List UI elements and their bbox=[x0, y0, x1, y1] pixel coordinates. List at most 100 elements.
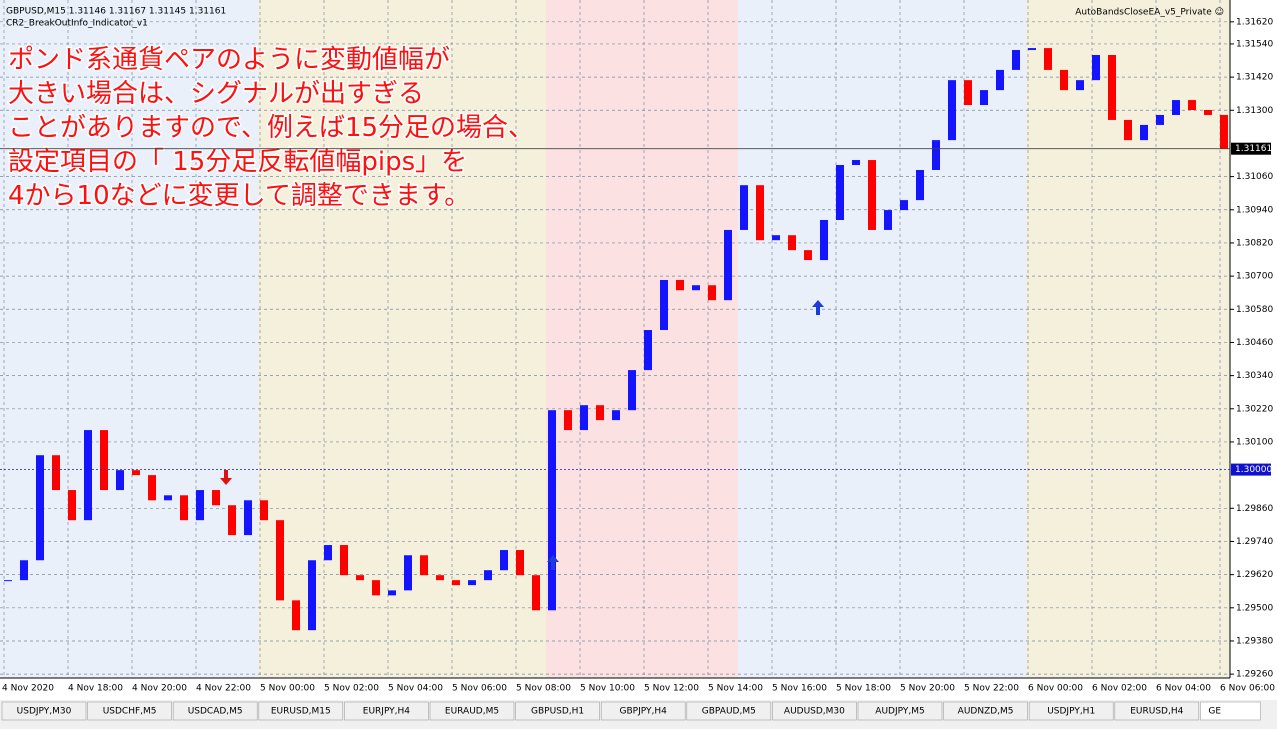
tab-label[interactable]: EURJPY,H4 bbox=[363, 707, 411, 717]
candle bbox=[884, 210, 892, 230]
candle bbox=[916, 169, 924, 201]
candle bbox=[724, 229, 732, 301]
candle bbox=[1124, 119, 1132, 141]
x-tick-label: 4 Nov 2020 bbox=[2, 684, 54, 694]
candle bbox=[324, 545, 332, 561]
tab-label[interactable]: AUDNZD,M5 bbox=[958, 707, 1014, 717]
x-tick-label: 5 Nov 08:00 bbox=[516, 684, 571, 694]
candle bbox=[468, 580, 476, 586]
x-tick-label: 4 Nov 22:00 bbox=[196, 684, 251, 694]
tab-label[interactable]: EURAUD,M5 bbox=[445, 707, 499, 717]
tab[interactable] bbox=[600, 701, 686, 721]
candle bbox=[932, 140, 940, 170]
candle bbox=[1220, 114, 1228, 149]
y-tick-label: 1.29260 bbox=[1236, 670, 1273, 680]
candle bbox=[1172, 100, 1180, 115]
candle bbox=[404, 555, 412, 591]
x-tick-label: 5 Nov 10:00 bbox=[580, 684, 635, 694]
candle bbox=[484, 570, 492, 581]
y-tick-label: 1.30340 bbox=[1236, 371, 1273, 381]
tab[interactable] bbox=[515, 701, 600, 721]
band bbox=[1026, 0, 1230, 678]
tab[interactable] bbox=[1028, 701, 1114, 721]
y-tick-label: 1.31420 bbox=[1236, 73, 1273, 83]
candle bbox=[372, 580, 380, 596]
candle bbox=[964, 80, 972, 106]
annotation-line: 4から10などに変更して調整できます。 bbox=[8, 181, 470, 211]
tab[interactable] bbox=[1114, 701, 1200, 721]
tab-label[interactable]: USDCHF,M5 bbox=[103, 707, 157, 717]
tab[interactable] bbox=[258, 701, 344, 721]
candle bbox=[948, 80, 956, 141]
x-tick-label: 6 Nov 06:00 bbox=[1220, 684, 1275, 694]
candle bbox=[1204, 110, 1212, 115]
y-tick-label: 1.29860 bbox=[1236, 504, 1273, 514]
buy-arrow bbox=[812, 300, 824, 315]
x-tick-label: 5 Nov 22:00 bbox=[964, 684, 1019, 694]
candle bbox=[564, 410, 572, 431]
tab[interactable] bbox=[772, 701, 857, 721]
tab[interactable] bbox=[1, 701, 87, 721]
candle bbox=[612, 410, 620, 421]
tab-label[interactable]: USDJPY,M30 bbox=[17, 707, 72, 717]
tab[interactable] bbox=[943, 701, 1028, 721]
tab-label[interactable]: GBPAUD,M5 bbox=[702, 707, 756, 717]
candle bbox=[1044, 48, 1052, 70]
candle bbox=[692, 285, 700, 291]
candle bbox=[1060, 69, 1068, 91]
candle bbox=[1188, 100, 1196, 111]
candle bbox=[292, 600, 300, 631]
tab[interactable] bbox=[1200, 701, 1261, 721]
candle bbox=[1140, 124, 1148, 141]
candle bbox=[580, 405, 588, 431]
x-tick-label: 6 Nov 04:00 bbox=[1156, 684, 1211, 694]
tab[interactable] bbox=[429, 701, 515, 721]
candle bbox=[756, 185, 764, 241]
tab-label[interactable]: GBPJPY,H4 bbox=[620, 707, 668, 717]
tab-label[interactable]: USDJPY,H1 bbox=[1047, 707, 1095, 717]
x-tick-label: 5 Nov 06:00 bbox=[452, 684, 507, 694]
expert-name: AutoBandsCloseEA_v5_Private ☺ bbox=[1075, 7, 1224, 18]
annotation-line: ポンド系通貨ペアのように変動値幅が bbox=[8, 45, 450, 75]
annotation-line: 大きい場合は、シグナルが出すぎる bbox=[8, 79, 424, 109]
x-tick-label: 5 Nov 02:00 bbox=[324, 684, 379, 694]
tab-label[interactable]: AUDUSD,M30 bbox=[784, 707, 845, 717]
x-tick-label: 5 Nov 04:00 bbox=[388, 684, 443, 694]
price-box bbox=[1231, 463, 1271, 476]
y-tick-label: 1.29740 bbox=[1236, 537, 1273, 547]
candle bbox=[452, 580, 460, 586]
tab[interactable] bbox=[686, 701, 772, 721]
candle bbox=[180, 495, 188, 521]
candle bbox=[1108, 55, 1116, 120]
candle bbox=[4, 580, 12, 582]
tab[interactable] bbox=[857, 701, 943, 721]
tab[interactable] bbox=[172, 701, 258, 721]
candle bbox=[1012, 50, 1020, 70]
candle bbox=[788, 235, 796, 251]
x-tick-label: 5 Nov 20:00 bbox=[900, 684, 955, 694]
tab-label[interactable]: GBPUSD,H1 bbox=[531, 707, 584, 717]
tab-label[interactable]: AUDJPY,M5 bbox=[875, 707, 924, 717]
x-tick-label: 4 Nov 20:00 bbox=[132, 684, 187, 694]
y-tick-label: 1.30940 bbox=[1236, 205, 1273, 215]
candle bbox=[244, 500, 252, 536]
tab-label[interactable]: EURUSD,M15 bbox=[271, 707, 331, 717]
x-tick-label: 5 Nov 12:00 bbox=[644, 684, 699, 694]
x-tick-label: 5 Nov 18:00 bbox=[836, 684, 891, 694]
tab-label[interactable]: EURUSD,H4 bbox=[1130, 707, 1183, 717]
x-tick-label: 5 Nov 14:00 bbox=[708, 684, 763, 694]
candle bbox=[900, 200, 908, 211]
band bbox=[546, 0, 738, 678]
candle bbox=[36, 455, 44, 561]
tab-label[interactable]: GE bbox=[1208, 707, 1221, 717]
candle bbox=[516, 550, 524, 576]
tab[interactable] bbox=[344, 701, 429, 721]
candle bbox=[1156, 114, 1164, 125]
buy-arrow bbox=[547, 555, 559, 570]
tab[interactable] bbox=[87, 701, 172, 721]
candle bbox=[708, 285, 716, 301]
tab-label[interactable]: USDCAD,M5 bbox=[188, 707, 243, 717]
x-tick-label: 6 Nov 00:00 bbox=[1028, 684, 1083, 694]
y-tick-label: 1.29380 bbox=[1236, 636, 1273, 646]
